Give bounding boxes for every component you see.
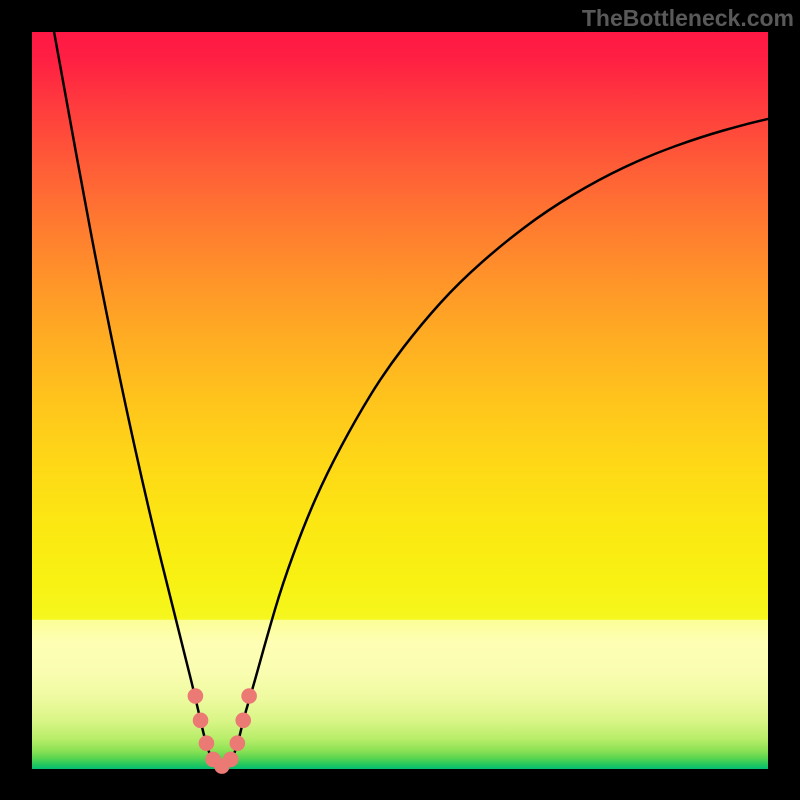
optimal-marker bbox=[242, 689, 257, 704]
optimal-marker bbox=[188, 689, 203, 704]
chart-background-gradient bbox=[32, 32, 768, 769]
chart-container: TheBottleneck.com bbox=[0, 0, 800, 800]
optimal-marker bbox=[223, 752, 238, 767]
optimal-marker bbox=[230, 736, 245, 751]
attribution-watermark: TheBottleneck.com bbox=[582, 5, 794, 32]
optimal-marker bbox=[199, 736, 214, 751]
bottleneck-chart bbox=[32, 32, 768, 769]
optimal-marker bbox=[193, 713, 208, 728]
optimal-marker bbox=[236, 713, 251, 728]
